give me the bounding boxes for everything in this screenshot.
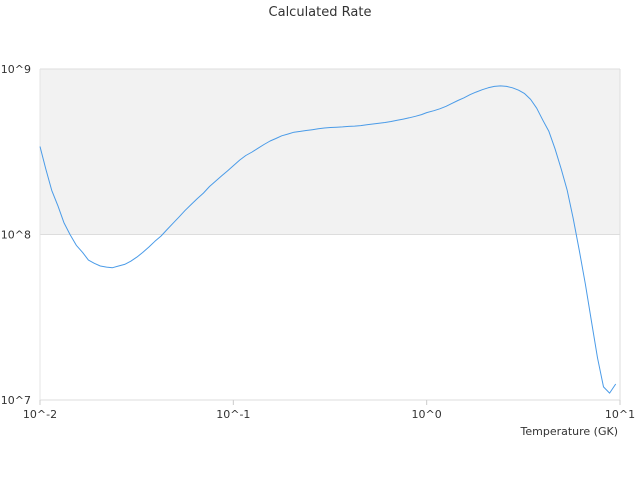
x-axis-ticks: 10^-2 10^-1 10^0 10^1	[23, 400, 635, 421]
x-tick-label: 10^-2	[23, 408, 57, 421]
gridlines	[39, 68, 621, 401]
y-tick-label: 10^9	[1, 63, 31, 76]
series-layer	[39, 85, 617, 394]
plot-bands	[40, 69, 620, 400]
x-tick-label: 10^-1	[216, 408, 250, 421]
x-axis-title: Temperature (GK)	[520, 425, 619, 438]
y-tick-label: 10^8	[1, 229, 31, 242]
x-tick-label: 10^1	[605, 408, 635, 421]
plot-band	[40, 69, 620, 235]
y-axis-ticks: 10^7 10^8 10^9	[1, 63, 31, 407]
plot-band	[40, 234, 620, 400]
chart-title: Calculated Rate	[269, 5, 372, 20]
series-line	[39, 85, 617, 394]
x-tick-label: 10^0	[412, 408, 442, 421]
y-tick-label: 10^7	[1, 394, 31, 407]
